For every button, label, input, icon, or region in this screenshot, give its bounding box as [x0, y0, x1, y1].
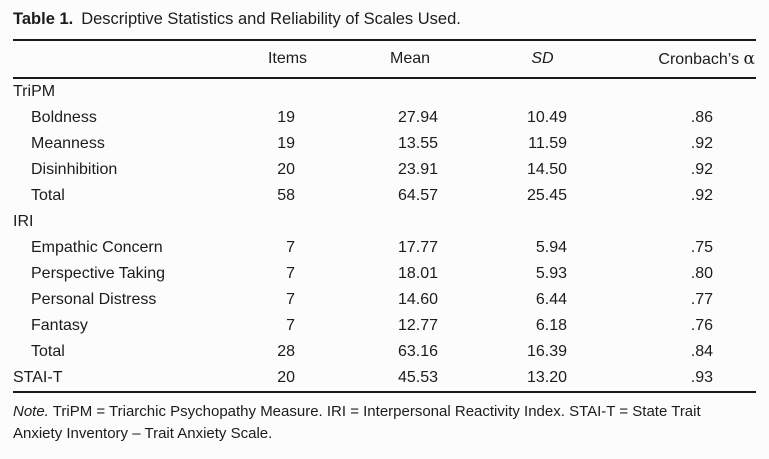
- cell-items: 7: [286, 265, 295, 282]
- cell-sd: 6.44: [535, 291, 567, 308]
- cell-alpha: .77: [690, 291, 713, 308]
- table-row: Boldness 19 27.94 10.49 .86: [13, 105, 756, 131]
- table-row: Total 58 64.57 25.45 .92: [13, 183, 756, 209]
- cell-mean: [345, 209, 475, 235]
- header-cronbach-text: Cronbach’s: [658, 51, 740, 68]
- row-label: Empathic Concern: [31, 239, 163, 256]
- table-row: Total 28 63.16 16.39 .84: [13, 339, 756, 365]
- note-line-2: Anxiety Inventory – Trait Anxiety Scale.: [13, 424, 273, 442]
- cell-sd: 14.50: [526, 161, 567, 178]
- row-label: Fantasy: [31, 317, 88, 334]
- cell-items: [230, 209, 345, 235]
- cell-items: 7: [286, 239, 295, 256]
- table-row: TriPM: [13, 78, 756, 105]
- row-label: STAI-T: [13, 365, 230, 393]
- table-title-label: Table 1.: [13, 10, 74, 28]
- cell-sd: 5.93: [535, 265, 567, 282]
- cell-items: 7: [286, 291, 295, 308]
- row-label: Total: [31, 187, 65, 204]
- header-mean: Mean: [345, 39, 475, 79]
- table-row: Disinhibition 20 23.91 14.50 .92: [13, 157, 756, 183]
- row-label: Disinhibition: [31, 161, 118, 178]
- table-row: Empathic Concern 7 17.77 5.94 .75: [13, 235, 756, 261]
- row-label: Perspective Taking: [31, 265, 165, 282]
- note-label: Note.: [13, 403, 49, 420]
- cell-alpha: .75: [690, 239, 713, 256]
- descriptive-statistics-table: Items Mean SD Cronbach’s α TriPM Boldnes…: [13, 39, 756, 393]
- cell-mean: 14.60: [397, 291, 438, 308]
- cell-items: 19: [277, 109, 295, 126]
- cell-mean: 18.01: [397, 265, 438, 282]
- cell-mean: 12.77: [397, 317, 438, 334]
- cell-alpha: [610, 209, 756, 235]
- table-title: Table 1. Descriptive Statistics and Relia…: [13, 10, 461, 29]
- table-row: IRI: [13, 209, 756, 235]
- cell-sd: 11.59: [528, 135, 567, 152]
- cell-sd: 25.45: [526, 187, 567, 204]
- table-note: Note. TriPM = Triarchic Psychopathy Meas…: [13, 401, 763, 444]
- header-stub: [13, 39, 230, 79]
- cell-sd: [475, 209, 610, 235]
- cell-sd: 10.49: [526, 109, 567, 126]
- cell-mean: 45.53: [345, 365, 475, 393]
- row-label: Personal Distress: [31, 291, 157, 308]
- row-label: TriPM: [13, 83, 56, 100]
- cell-alpha: .76: [690, 317, 713, 334]
- cell-alpha: .84: [690, 343, 713, 360]
- table-row: Fantasy 7 12.77 6.18 .76: [13, 313, 756, 339]
- cell-alpha: .93: [610, 365, 756, 393]
- cell-alpha: .92: [690, 187, 713, 204]
- cell-alpha: .86: [690, 109, 713, 126]
- header-cronbach-alpha: Cronbach’s α: [610, 39, 756, 79]
- table-row: STAI-T 20 45.53 13.20 .93: [13, 365, 756, 393]
- row-label: IRI: [13, 213, 34, 230]
- cell-sd: 5.94: [535, 239, 567, 256]
- cell-items: [230, 78, 345, 105]
- cell-items: 7: [286, 317, 295, 334]
- cell-sd: 13.20: [475, 365, 610, 393]
- header-items: Items: [230, 39, 345, 79]
- cell-alpha: [610, 78, 756, 105]
- cell-items: 58: [277, 187, 295, 204]
- cell-mean: 27.94: [397, 109, 438, 126]
- table-row: Perspective Taking 7 18.01 5.93 .80: [13, 261, 756, 287]
- cell-alpha: .92: [690, 161, 713, 178]
- cell-mean: 13.55: [397, 135, 438, 152]
- cell-sd: [475, 78, 610, 105]
- cell-alpha: .92: [690, 135, 713, 152]
- row-label: Total: [31, 343, 65, 360]
- table-body: TriPM Boldness 19 27.94 10.49 .86 Meanne…: [13, 78, 756, 393]
- cell-alpha: .80: [690, 265, 713, 282]
- cell-mean: 63.16: [397, 343, 438, 360]
- table-title-text: Descriptive Statistics and Reliability o…: [81, 10, 461, 28]
- cell-mean: [345, 78, 475, 105]
- note-line-1: TriPM = Triarchic Psychopathy Measure. I…: [52, 403, 701, 420]
- row-label: Boldness: [31, 109, 97, 126]
- cell-items: 20: [277, 161, 295, 178]
- cell-sd: 16.39: [526, 343, 567, 360]
- cell-mean: 17.77: [397, 239, 438, 256]
- cell-items: 28: [277, 343, 295, 360]
- alpha-symbol: α: [743, 49, 755, 69]
- cell-mean: 64.57: [397, 187, 438, 204]
- header-row: Items Mean SD Cronbach’s α: [13, 39, 756, 79]
- cell-items: 19: [277, 135, 295, 152]
- row-label: Meanness: [31, 135, 105, 152]
- table-row: Personal Distress 7 14.60 6.44 .77: [13, 287, 756, 313]
- cell-items: 20: [230, 365, 345, 393]
- header-sd: SD: [475, 39, 610, 79]
- cell-sd: 6.18: [535, 317, 567, 334]
- cell-mean: 23.91: [397, 161, 438, 178]
- table-row: Meanness 19 13.55 11.59 .92: [13, 131, 756, 157]
